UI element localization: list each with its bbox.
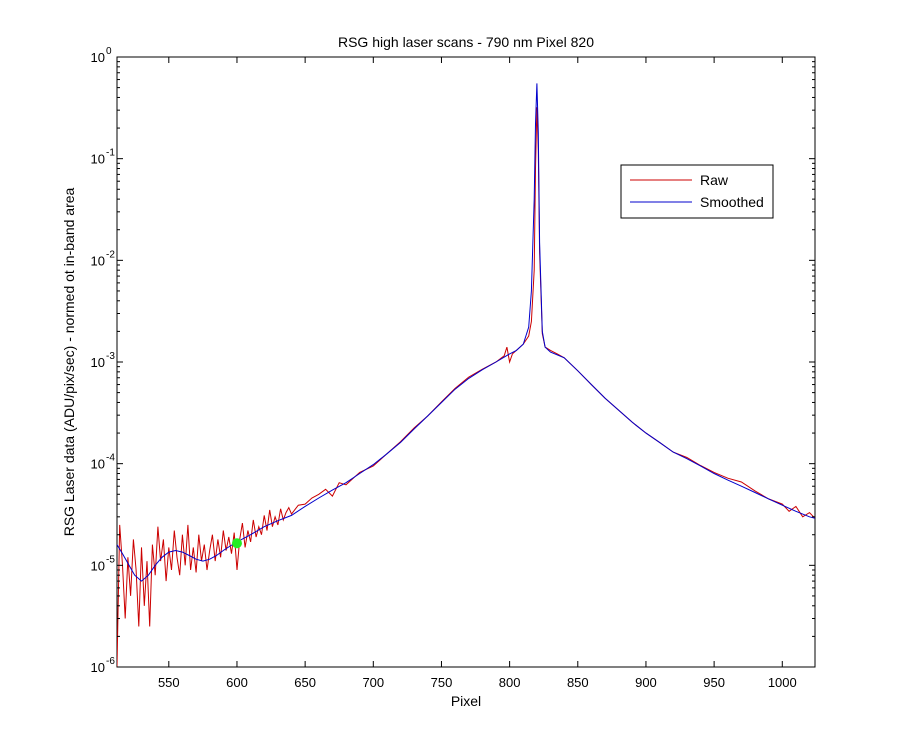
y-tick-label: 10 — [91, 558, 105, 573]
x-axis-label: Pixel — [451, 693, 481, 709]
y-tick-exponent: -3 — [106, 351, 115, 362]
x-tick-label: 900 — [635, 675, 657, 690]
highlight-marker — [231, 538, 242, 549]
y-tick-exponent: 0 — [106, 46, 112, 57]
x-tick-label: 950 — [703, 675, 725, 690]
y-tick-exponent: -6 — [106, 656, 115, 667]
y-tick-exponent: -2 — [106, 249, 115, 260]
x-tick-label: 750 — [431, 675, 453, 690]
x-tick-label: 550 — [158, 675, 180, 690]
legend-label-raw: Raw — [700, 172, 729, 188]
legend-label-smoothed: Smoothed — [700, 194, 764, 210]
legend-box — [620, 164, 774, 219]
y-tick-label: 10 — [91, 355, 105, 370]
y-tick-exponent: -1 — [106, 148, 115, 159]
y-tick-exponent: -5 — [106, 554, 115, 565]
legend: Raw Smoothed — [620, 164, 774, 219]
plot-frame — [116, 56, 816, 668]
series-layer — [117, 83, 815, 667]
y-tick-label: 10 — [91, 457, 105, 472]
chart-title: RSG high laser scans - 790 nm Pixel 820 — [338, 34, 594, 50]
x-tick-label: 1000 — [768, 675, 797, 690]
x-tick-label: 650 — [294, 675, 316, 690]
marker-layer — [231, 538, 242, 549]
x-tick-label: 850 — [567, 675, 589, 690]
y-tick-label: 10 — [91, 50, 105, 65]
x-tick-label: 700 — [362, 675, 384, 690]
x-axis: 550 600 650 700 750 800 850 900 950 1000 — [158, 57, 797, 690]
x-tick-label: 600 — [226, 675, 248, 690]
y-tick-exponent: -4 — [106, 453, 115, 464]
y-tick-label: 10 — [91, 152, 105, 167]
y-tick-label: 10 — [91, 660, 105, 675]
y-tick-label: 10 — [91, 253, 105, 268]
series-line-smoothed — [117, 83, 815, 582]
y-axis-label: RSG Laser data (ADU/pix/sec) - normed ot… — [61, 187, 77, 536]
plot-area: 550 600 650 700 750 800 850 900 950 1000 10-610-5… — [91, 46, 816, 690]
x-tick-label: 800 — [499, 675, 521, 690]
